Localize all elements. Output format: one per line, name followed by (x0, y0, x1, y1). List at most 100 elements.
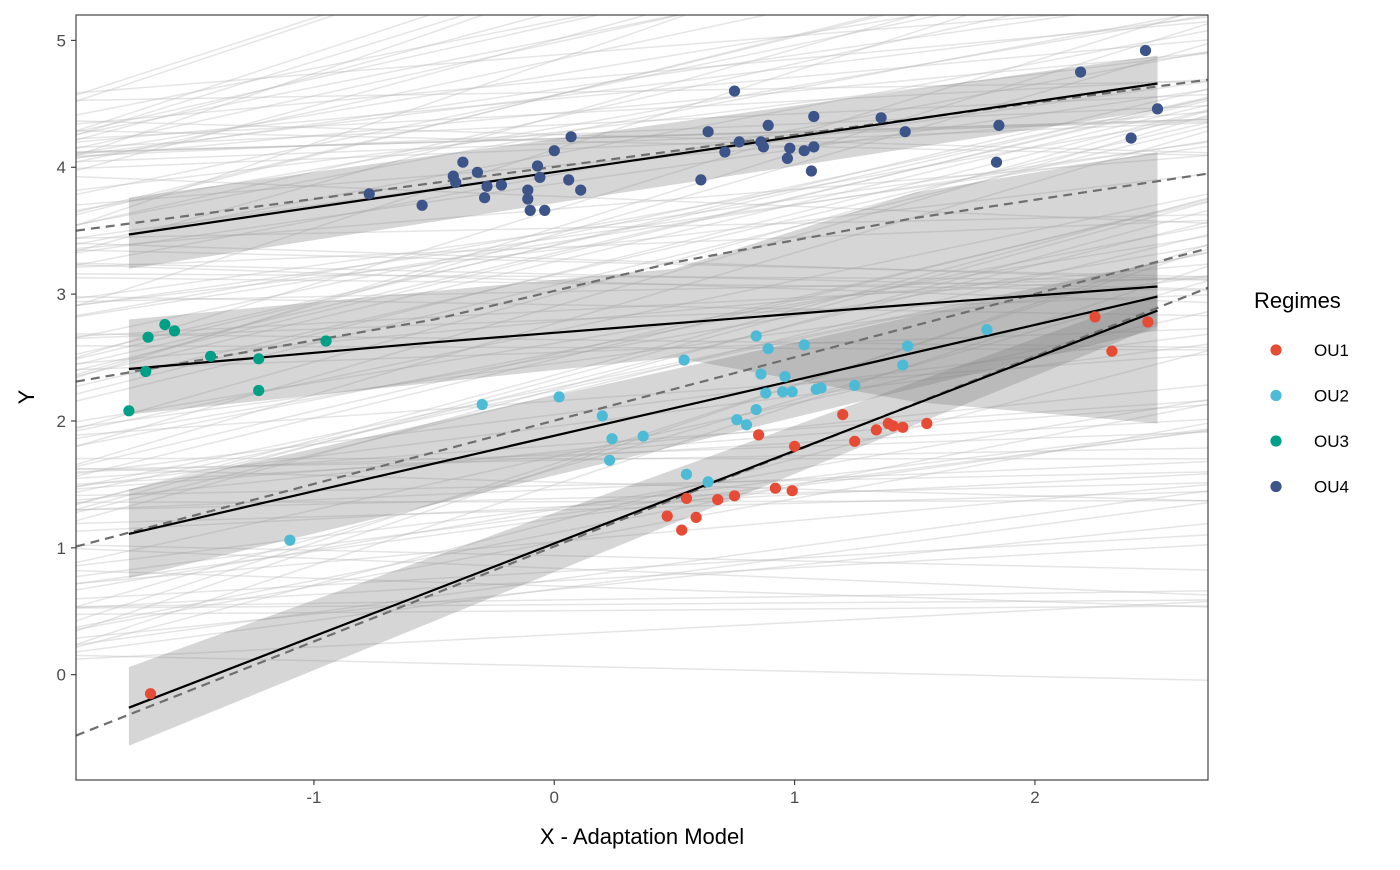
data-point-ou1 (662, 510, 673, 521)
data-point-ou2 (477, 399, 488, 410)
data-point-ou1 (1106, 346, 1117, 357)
data-point-ou4 (496, 179, 507, 190)
data-point-ou4 (703, 126, 714, 137)
data-point-ou4 (729, 86, 740, 97)
data-point-ou2 (981, 324, 992, 335)
data-point-ou1 (897, 422, 908, 433)
data-point-ou3 (205, 351, 216, 362)
data-point-ou2 (779, 371, 790, 382)
legend-label-ou1: OU1 (1314, 341, 1349, 360)
data-point-ou4 (1140, 45, 1151, 56)
data-point-ou4 (808, 111, 819, 122)
legend-label-ou2: OU2 (1314, 387, 1349, 406)
data-point-ou4 (695, 174, 706, 185)
data-point-ou4 (539, 205, 550, 216)
data-point-ou4 (417, 200, 428, 211)
data-point-ou1 (888, 420, 899, 431)
data-point-ou3 (320, 335, 331, 346)
data-point-ou4 (450, 177, 461, 188)
data-point-ou1 (753, 429, 764, 440)
data-point-ou4 (566, 131, 577, 142)
data-point-ou1 (1142, 316, 1153, 327)
data-point-ou2 (703, 476, 714, 487)
y-tick-label: 0 (57, 666, 66, 685)
data-point-ou4 (479, 192, 490, 203)
data-point-ou4 (991, 157, 1002, 168)
legend-label-ou3: OU3 (1314, 432, 1349, 451)
data-point-ou4 (1075, 67, 1086, 78)
data-point-ou4 (763, 120, 774, 131)
data-point-ou2 (679, 355, 690, 366)
y-tick-label: 1 (57, 539, 66, 558)
data-point-ou2 (751, 404, 762, 415)
data-point-ou4 (799, 145, 810, 156)
data-point-ou4 (534, 172, 545, 183)
data-point-ou3 (169, 325, 180, 336)
data-point-ou4 (1152, 103, 1163, 114)
data-point-ou4 (876, 112, 887, 123)
data-point-ou4 (782, 153, 793, 164)
data-point-ou4 (472, 167, 483, 178)
data-point-ou2 (787, 386, 798, 397)
data-point-ou1 (729, 490, 740, 501)
data-point-ou2 (284, 535, 295, 546)
data-point-ou2 (816, 382, 827, 393)
data-point-ou3 (253, 353, 264, 364)
data-point-ou2 (799, 339, 810, 350)
data-point-ou1 (871, 424, 882, 435)
data-point-ou3 (253, 385, 264, 396)
data-point-ou4 (993, 120, 1004, 131)
data-point-ou4 (900, 126, 911, 137)
y-tick-label: 2 (57, 412, 66, 431)
data-point-ou4 (1126, 133, 1137, 144)
data-point-ou2 (554, 391, 565, 402)
legend-key-ou2 (1270, 390, 1281, 401)
data-point-ou4 (734, 136, 745, 147)
legend-key-ou1 (1270, 344, 1281, 355)
data-point-ou4 (563, 174, 574, 185)
data-point-ou2 (760, 388, 771, 399)
data-point-ou3 (140, 366, 151, 377)
data-point-ou1 (676, 525, 687, 536)
data-point-ou3 (143, 332, 154, 343)
data-point-ou1 (145, 688, 156, 699)
data-point-ou4 (481, 181, 492, 192)
data-point-ou2 (638, 431, 649, 442)
data-point-ou3 (123, 405, 134, 416)
legend-key-ou3 (1270, 435, 1281, 446)
legend-title: Regimes (1254, 288, 1341, 313)
x-tick-label: 0 (550, 788, 559, 807)
data-point-ou2 (777, 386, 788, 397)
y-tick-label: 3 (57, 285, 66, 304)
x-tick-label: 2 (1030, 788, 1039, 807)
data-point-ou2 (597, 410, 608, 421)
data-point-ou4 (784, 143, 795, 154)
data-point-ou2 (849, 380, 860, 391)
x-tick-label: 1 (790, 788, 799, 807)
data-point-ou1 (789, 441, 800, 452)
data-point-ou4 (549, 145, 560, 156)
data-point-ou4 (364, 188, 375, 199)
data-point-ou1 (921, 418, 932, 429)
data-point-ou1 (849, 436, 860, 447)
data-point-ou2 (731, 414, 742, 425)
data-point-ou4 (575, 185, 586, 196)
data-point-ou3 (159, 319, 170, 330)
data-point-ou2 (741, 419, 752, 430)
data-point-ou4 (525, 205, 536, 216)
data-point-ou1 (1089, 311, 1100, 322)
data-point-ou2 (681, 469, 692, 480)
data-point-ou1 (691, 512, 702, 523)
y-axis-title: Y (14, 389, 39, 404)
y-tick-label: 5 (57, 31, 66, 50)
data-point-ou2 (902, 341, 913, 352)
data-point-ou1 (681, 493, 692, 504)
data-point-ou2 (751, 330, 762, 341)
data-point-ou2 (606, 433, 617, 444)
data-point-ou2 (604, 455, 615, 466)
